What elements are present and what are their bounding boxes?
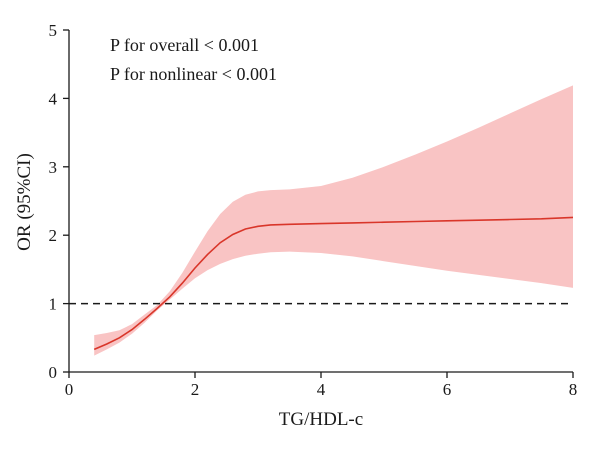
x-tick-label: 4 [317,380,326,399]
curve-layer [93,216,574,351]
x-tick-label: 6 [443,380,452,399]
y-tick-label: 4 [49,89,58,108]
axes-layer: 0 2 4 6 8 0 1 2 3 4 5 [49,21,578,399]
annotation-overall-p: P for overall < 0.001 [110,35,259,55]
confidence-band [94,85,573,356]
confidence-band-layer [94,85,573,356]
annotation-nonlinear-p: P for nonlinear < 0.001 [110,64,277,84]
y-tick-label: 2 [49,226,58,245]
y-axis-label: OR (95%CI) [14,153,35,251]
x-tick-label: 2 [191,380,200,399]
x-axis-label: TG/HDL-c [279,409,363,430]
or-curve [93,216,574,351]
y-tick-label: 3 [49,158,58,177]
x-tick-label: 8 [569,380,578,399]
x-tick-label: 0 [65,380,74,399]
y-tick-label: 5 [49,21,58,40]
y-tick-label: 1 [49,295,58,314]
y-tick-label: 0 [49,363,58,382]
